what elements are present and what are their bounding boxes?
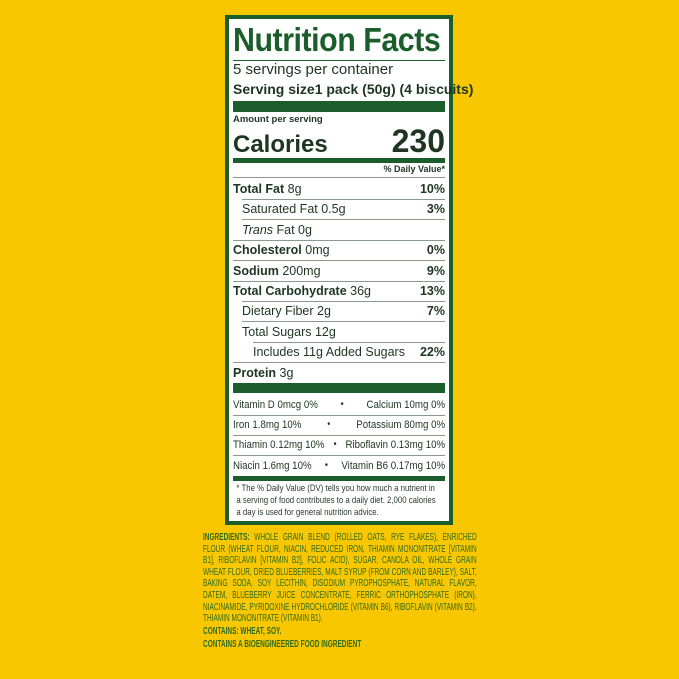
medium-divider xyxy=(233,476,445,481)
nutrient-name: Protein xyxy=(233,365,277,380)
nutrient-row: Total Sugars 12g xyxy=(233,322,445,342)
nutrient-row: Total Fat 8g 10% xyxy=(233,179,445,199)
calories-label: Calories xyxy=(233,131,328,158)
nutrient-amount: 200mg xyxy=(282,263,321,278)
footnote: * The % Daily Value (DV) tells you how m… xyxy=(236,483,436,517)
vitamin-left: Vitamin D 0mcg 0% xyxy=(233,399,318,411)
nutrient-label: Total Fat 8g xyxy=(233,179,302,199)
thick-divider xyxy=(233,101,445,112)
nutrient-amount: 3g xyxy=(279,365,294,380)
nutrient-label: Protein 3g xyxy=(233,363,293,383)
amount-per-serving: Amount per serving xyxy=(233,114,323,125)
divider xyxy=(233,60,445,61)
allergen-statement: CONTAINS: WHEAT, SOY. xyxy=(203,625,282,637)
bullet-icon: • xyxy=(327,419,331,431)
vitamin-right: Vitamin B6 0.17mg 10% xyxy=(341,459,446,472)
nutrient-row: Includes 11g Added Sugars 22% xyxy=(233,342,445,362)
ingredients-heading: INGREDIENTS: xyxy=(203,532,250,543)
nutrient-amount: Fat 0g xyxy=(276,222,312,237)
bioengineered-statement: CONTAINS A BIOENGINEERED FOOD INGREDIENT xyxy=(203,639,362,651)
nutrient-amount: 12g xyxy=(314,324,336,339)
serving-size-label: Serving size xyxy=(233,81,315,97)
nutrient-amount: 2g xyxy=(317,304,331,319)
vitamin-left: Niacin 1.6mg 10% xyxy=(233,459,312,472)
nutrient-row: Dietary Fiber 2g 7% xyxy=(233,301,445,321)
nutrient-amount: 36g xyxy=(350,284,372,298)
nutrient-amount: 0mg xyxy=(305,243,330,258)
serving-size-value: 1 pack (50g) (4 biscuits) xyxy=(314,81,474,97)
nutrient-row: Trans Fat 0g xyxy=(233,220,445,240)
nutrient-label: Includes 11g Added Sugars xyxy=(233,342,405,362)
servings-per-container: 5 servings per container xyxy=(233,61,394,78)
nutrient-name: Trans xyxy=(242,222,274,237)
nutrient-daily-value: 22% xyxy=(419,345,445,360)
nutrient-label: Saturated Fat 0.5g xyxy=(233,199,346,219)
nutrient-row: Total Carbohydrate 36g 13% xyxy=(233,281,445,301)
label-title: Nutrition Facts xyxy=(233,21,441,58)
vitamin-left: Thiamin 0.12mg 10% xyxy=(233,439,325,452)
nutrient-daily-value: 10% xyxy=(419,182,445,196)
nutrient-daily-value: 3% xyxy=(426,202,445,217)
vitamin-right: Potassium 80mg 0% xyxy=(356,419,446,432)
calories-value: 230 xyxy=(391,123,445,159)
nutrient-label: Sodium 200mg xyxy=(233,261,321,281)
bullet-icon: • xyxy=(340,399,344,410)
daily-value-header: % Daily Value* xyxy=(383,164,445,174)
ingredients-text: WHOLE GRAIN BLEND (ROLLED OATS, RYE FLAK… xyxy=(203,532,477,625)
bullet-icon: • xyxy=(324,459,329,471)
divider xyxy=(233,177,445,178)
nutrient-row: Saturated Fat 0.5g 3% xyxy=(233,199,445,219)
nutrient-daily-value: 0% xyxy=(426,243,445,258)
nutrient-name: Includes 11g Added Sugars xyxy=(253,345,405,360)
bullet-icon: • xyxy=(333,439,337,451)
divider xyxy=(242,321,445,323)
nutrient-name: Total Carbohydrate xyxy=(233,284,347,298)
nutrient-label: Total Carbohydrate 36g xyxy=(233,281,371,301)
ingredients-list: INGREDIENTS: WHOLE GRAIN BLEND (ROLLED O… xyxy=(203,532,477,625)
divider xyxy=(242,219,445,221)
divider xyxy=(233,280,445,282)
vitamin-left: Iron 1.8mg 10% xyxy=(233,419,302,432)
nutrient-name: Cholesterol xyxy=(233,243,302,258)
calories-row: Calories 230 xyxy=(233,123,445,159)
thick-divider xyxy=(233,383,445,393)
divider xyxy=(233,260,445,262)
nutrient-name: Sodium xyxy=(233,263,279,278)
nutrient-row: Cholesterol 0mg 0% xyxy=(233,240,445,260)
nutrient-label: Dietary Fiber 2g xyxy=(233,301,331,321)
ingredients-section: INGREDIENTS: WHOLE GRAIN BLEND (ROLLED O… xyxy=(203,532,477,651)
divider xyxy=(233,415,445,416)
nutrient-name: Saturated Fat xyxy=(242,202,318,217)
nutrient-name: Total Fat xyxy=(233,182,285,196)
divider xyxy=(242,199,445,200)
divider xyxy=(233,239,445,241)
divider xyxy=(253,341,445,343)
divider xyxy=(233,455,445,457)
nutrient-row: Protein 3g xyxy=(233,363,445,383)
nutrient-amount: 8g xyxy=(287,182,302,196)
vitamin-row: Niacin 1.6mg 10% • Vitamin B6 0.17mg 10% xyxy=(233,456,445,476)
nutrient-label: Total Sugars 12g xyxy=(233,322,336,342)
nutrient-daily-value: 7% xyxy=(426,304,445,319)
nutrient-row: Sodium 200mg 9% xyxy=(233,261,445,281)
divider xyxy=(233,435,445,437)
nutrient-name: Total Sugars xyxy=(242,324,312,339)
nutrient-label: Trans Fat 0g xyxy=(233,220,312,240)
divider xyxy=(233,362,445,364)
serving-size: Serving size 1 pack (50g) (4 biscuits) xyxy=(233,81,473,97)
vitamin-row: Iron 1.8mg 10% • Potassium 80mg 0% xyxy=(233,415,445,435)
nutrition-facts-label: Nutrition Facts 5 servings per container… xyxy=(225,15,473,525)
nutrient-label: Cholesterol 0mg xyxy=(233,240,330,260)
nutrient-amount: 0.5g xyxy=(321,202,346,217)
nutrient-daily-value: 9% xyxy=(426,263,445,278)
divider xyxy=(242,301,445,302)
vitamin-right: Riboflavin 0.13mg 10% xyxy=(345,439,446,452)
vitamin-row: Thiamin 0.12mg 10% • Riboflavin 0.13mg 10% xyxy=(233,435,445,455)
vitamin-right: Calcium 10mg 0% xyxy=(366,399,446,411)
medium-divider xyxy=(233,158,445,163)
nutrient-name: Dietary Fiber xyxy=(242,304,314,319)
nutrient-daily-value: 13% xyxy=(419,284,445,298)
vitamin-row: Vitamin D 0mcg 0% • Calcium 10mg 0% xyxy=(233,395,445,415)
